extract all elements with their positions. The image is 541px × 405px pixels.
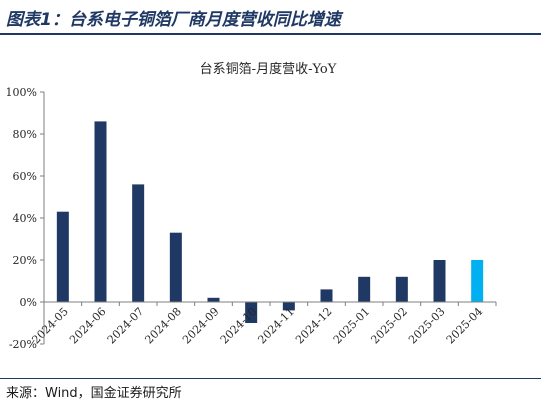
figure-title: 图表1：台系电子铜箔厂商月度营收同比增速: [6, 10, 341, 30]
x-tick-label: 2024-07: [105, 305, 147, 347]
bar-2024-05: [56, 211, 69, 302]
bar-2024-10: [245, 302, 258, 323]
bar-series: [56, 121, 484, 323]
bar-2024-06: [94, 121, 107, 303]
source-note: 来源：Wind，国金证券研究所: [6, 386, 182, 401]
bar-2024-08: [169, 232, 182, 302]
bar-2025-04: [471, 260, 484, 302]
x-tick-label: 2024-10: [218, 305, 260, 347]
x-tick-label: 2025-03: [406, 305, 448, 347]
x-tick-label: 2024-11: [255, 305, 297, 347]
y-tick-label: 60%: [13, 170, 37, 183]
y-tick-label: 100%: [6, 86, 37, 99]
x-tick-label: 2024-08: [142, 305, 184, 347]
chart-area: 台系铜箔-月度营收-YoY -20% 0% 20% 40% 60% 80% 100% 202…: [0, 36, 541, 376]
y-tick-label: -20%: [9, 338, 37, 351]
bar-2024-12: [320, 289, 333, 302]
y-tick-label: 0%: [20, 296, 37, 309]
y-tick-label: 40%: [13, 212, 37, 225]
report-header: 图表1：台系电子铜箔厂商月度营收同比增速: [0, 0, 541, 36]
bar-2024-07: [132, 184, 145, 302]
x-tick-label: 2024-05: [29, 305, 71, 347]
x-tick-label: 2024-09: [180, 305, 222, 347]
bar-2024-09: [207, 297, 220, 302]
footer-divider: [0, 378, 541, 379]
x-tick-label: 2024-06: [67, 305, 109, 347]
y-tick-label: 20%: [13, 254, 37, 267]
y-axis: -20% 0% 20% 40% 60% 80% 100%: [6, 86, 45, 351]
chart-title: 台系铜箔-月度营收-YoY: [200, 61, 337, 77]
y-tick-label: 80%: [13, 128, 37, 141]
x-tick-label: 2024-12: [293, 305, 335, 347]
header-divider: [0, 33, 541, 35]
bar-2025-01: [358, 276, 371, 302]
x-tick-label: 2025-01: [331, 305, 373, 347]
x-axis: 2024-052024-062024-072024-082024-092024-…: [29, 301, 497, 347]
bar-2025-03: [433, 260, 446, 302]
bar-2025-02: [395, 276, 408, 302]
bar-chart: 台系铜箔-月度营收-YoY -20% 0% 20% 40% 60% 80% 100% 202…: [6, 61, 497, 351]
x-tick-label: 2025-04: [444, 305, 486, 347]
bar-2024-11: [282, 302, 295, 311]
x-tick-label: 2025-02: [368, 305, 410, 347]
